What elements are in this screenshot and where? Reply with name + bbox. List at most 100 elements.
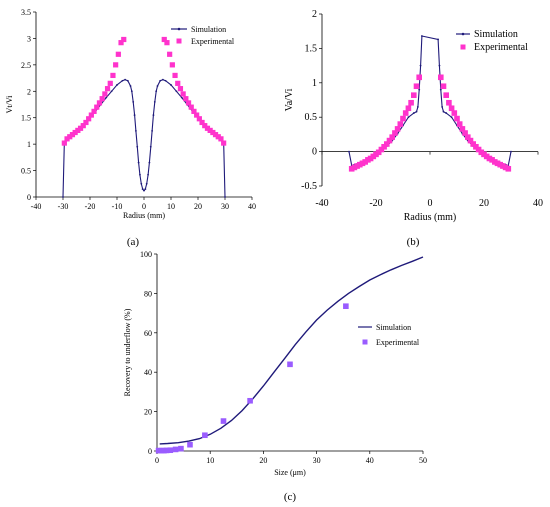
simulation-point xyxy=(145,182,148,185)
simulation-series-line xyxy=(348,35,512,167)
x-tick-label: 20 xyxy=(259,456,267,465)
y-tick-label: 1.5 xyxy=(305,43,318,54)
experimental-point xyxy=(440,83,447,90)
simulation-point xyxy=(133,114,136,116)
experimental-point xyxy=(180,91,186,97)
simulation-point xyxy=(121,79,124,82)
experimental-point xyxy=(287,361,293,368)
experimental-point xyxy=(386,137,393,144)
experimental-point xyxy=(384,141,390,147)
experimental-point xyxy=(115,51,121,57)
simulation-point xyxy=(137,161,140,164)
y-tick-label: 1.5 xyxy=(21,114,31,123)
simulation-point xyxy=(141,188,144,190)
experimental-point xyxy=(196,116,202,122)
experimental-point xyxy=(72,129,78,136)
simulation-point xyxy=(419,64,422,67)
experimental-point xyxy=(96,100,103,106)
experimental-point xyxy=(220,418,227,424)
y-tick-label: 0.5 xyxy=(305,112,318,123)
simulation-point xyxy=(416,105,419,108)
experimental-point xyxy=(212,132,219,138)
legend-label: Experimental xyxy=(191,37,235,46)
x-tick-label: -10 xyxy=(112,202,123,211)
experimental-point xyxy=(185,100,192,106)
y-tick-label: 0 xyxy=(27,193,31,202)
experimental-point xyxy=(75,127,81,133)
simulation-point xyxy=(438,64,441,67)
simulation-point xyxy=(129,85,132,87)
experimental-point xyxy=(210,129,216,136)
simulation-point xyxy=(148,161,151,164)
x-tick-label: 30 xyxy=(221,202,229,211)
legend-label: Experimental xyxy=(474,42,528,53)
experimental-point xyxy=(505,166,512,172)
experimental-point xyxy=(394,126,401,132)
x-tick-label: 0 xyxy=(155,456,159,465)
simulation-point xyxy=(110,90,113,93)
panel-label-b: (b) xyxy=(407,236,420,248)
x-tick-label: 40 xyxy=(533,198,543,209)
x-tick-label: -20 xyxy=(369,198,382,209)
y-tick-label: 20 xyxy=(144,408,152,417)
experimental-point xyxy=(400,115,406,122)
x-tick-label: 10 xyxy=(167,202,175,211)
y-tick-label: 0.5 xyxy=(21,167,31,176)
simulation-point xyxy=(445,112,448,114)
experimental-point xyxy=(164,40,170,46)
y-axis-label: Vt/Vi xyxy=(5,95,14,114)
x-tick-label: 40 xyxy=(248,202,256,211)
experimental-point xyxy=(183,96,189,102)
simulation-point xyxy=(126,79,129,82)
experimental-point xyxy=(207,127,213,133)
chart-a: 0 0.5 1 1.5 2 2.5 3 3.5 -40 -30 -20 -10 0 10 20 30 40 Rad… xyxy=(5,8,256,220)
simulation-point xyxy=(415,110,418,113)
y-tick-label: 2 xyxy=(27,87,31,96)
x-axis-label: Size (μm) xyxy=(274,468,306,477)
x-tick-label: 20 xyxy=(194,202,202,211)
simulation-point xyxy=(180,96,183,99)
experimental-point xyxy=(459,126,466,132)
simulation-point xyxy=(439,88,442,91)
simulation-point xyxy=(156,85,159,87)
y-tick-label: 3.5 xyxy=(21,8,31,17)
experimental-point xyxy=(113,62,119,68)
experimental-point xyxy=(121,36,127,43)
legend-simulation-marker xyxy=(177,27,181,31)
simulation-point xyxy=(510,150,512,153)
simulation-point xyxy=(136,145,139,148)
simulation-point xyxy=(162,78,164,81)
experimental-point xyxy=(456,121,463,127)
experimental-point xyxy=(167,447,174,454)
experimental-point xyxy=(448,105,455,112)
experimental-point xyxy=(402,110,409,116)
simulation-point xyxy=(147,173,149,176)
experimental-point xyxy=(443,92,449,98)
y-tick-label: -0.5 xyxy=(301,181,317,192)
x-axis-label: Radius (mm) xyxy=(123,211,165,220)
simulation-point xyxy=(144,188,147,190)
x-tick-label: -30 xyxy=(58,202,69,211)
x-tick-label: 30 xyxy=(313,456,321,465)
legend-label: Simulation xyxy=(191,25,226,34)
experimental-point xyxy=(416,74,422,81)
experimental-point xyxy=(104,86,111,92)
simulation-point xyxy=(159,79,162,82)
experimental-point xyxy=(462,130,468,136)
simulation-series-line xyxy=(62,79,226,198)
y-tick-label: 2.5 xyxy=(21,61,31,70)
legend-label: Simulation xyxy=(376,323,411,332)
experimental-point xyxy=(99,96,105,102)
y-tick-label: 0 xyxy=(312,147,317,158)
experimental-point xyxy=(102,91,108,97)
x-tick-label: -20 xyxy=(85,202,96,211)
experimental-point xyxy=(194,112,200,118)
experimental-point xyxy=(83,119,89,126)
experimental-point xyxy=(392,130,398,136)
experimental-point xyxy=(397,121,404,127)
experimental-point xyxy=(191,108,197,114)
simulation-point xyxy=(155,90,158,93)
experimental-point xyxy=(77,125,84,131)
experimental-point xyxy=(67,134,73,140)
